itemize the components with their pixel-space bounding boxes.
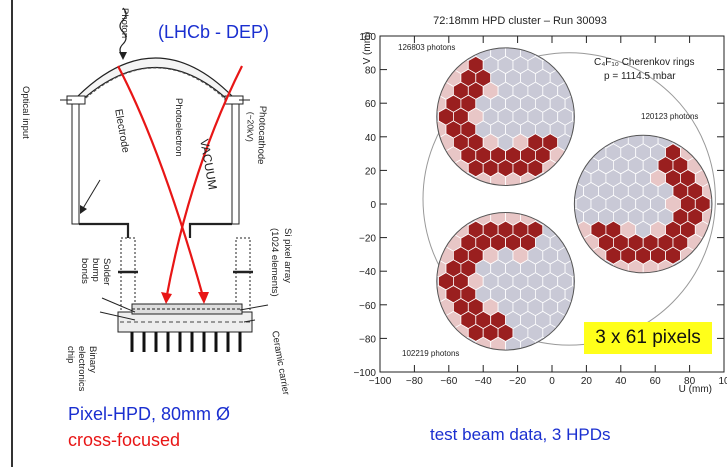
pixel-cell (497, 212, 514, 213)
x-tick-label: 80 (684, 376, 696, 387)
hpd-1-boundary (436, 47, 575, 186)
x-tick-label: 10 (718, 376, 727, 387)
x-tick-label: −80 (406, 376, 423, 387)
y-tick-label: 60 (365, 99, 377, 110)
trajectory-right (164, 65, 243, 301)
pixel-cell (642, 259, 659, 273)
pixel-count-badge: 3 x 61 pixels (584, 322, 712, 354)
photons-label-hpd-3: 102219 photons (402, 349, 459, 358)
chart-caption: test beam data, 3 HPDs (430, 425, 611, 444)
pixel-cell (657, 259, 674, 273)
hpd-caption: Pixel-HPD, 80mm Ø (68, 404, 231, 424)
x-axis-label: U (mm) (679, 384, 712, 395)
pixel-cell (542, 159, 559, 178)
pixel-cell (574, 233, 584, 252)
y-axis-label: V (mm) (362, 32, 373, 65)
hpd-3-boundary (436, 211, 575, 351)
pixel-cell (635, 272, 651, 273)
pixel-cell (520, 172, 536, 186)
pixel-cell (598, 259, 614, 273)
pixel-cell (542, 323, 559, 342)
pixel-cell (490, 172, 507, 186)
pixel-cell (590, 246, 607, 265)
hpd-2 (574, 135, 712, 273)
pixel-cell (475, 336, 492, 351)
x-tick-label: −100 (369, 376, 392, 387)
pixel-cell (497, 184, 514, 186)
hpd-2-boundary (573, 134, 713, 274)
photon-wave (119, 7, 127, 57)
hpd-header: (LHCb - DEP) (158, 22, 270, 42)
pixel-cell (627, 259, 644, 273)
x-tick-label: −20 (509, 376, 526, 387)
x-tick-label: −40 (475, 376, 492, 387)
right-wall (231, 103, 240, 225)
hpd-3 (436, 212, 575, 351)
pixel-cell (709, 194, 712, 214)
chart-title: 72:18mm HPD cluster – Run 30093 (433, 15, 607, 27)
y-tick-label: −80 (359, 334, 376, 345)
y-tick-label: 80 (365, 66, 377, 77)
x-tick-label: 40 (615, 376, 627, 387)
hpd-1 (436, 47, 575, 186)
pixel-cell (460, 336, 477, 351)
pixel-cell (564, 68, 575, 87)
pixel-cell (490, 336, 507, 351)
x-tick-label: −60 (440, 376, 457, 387)
pixel-cell (505, 336, 521, 351)
pixel-cell (574, 156, 584, 175)
left-wall (71, 103, 80, 225)
x-tick-label: 60 (650, 376, 662, 387)
pixel-cell (452, 159, 469, 178)
annotation-pressure: p = 1114.5 mbar (604, 71, 676, 82)
photon-arrowhead (119, 52, 127, 60)
pixel-cell (564, 146, 575, 165)
y-tick-label: 40 (365, 133, 377, 144)
photons-label-hpd-2: 120123 photons (641, 112, 698, 121)
pixel-cell (564, 233, 575, 252)
pixel-cell (572, 272, 575, 291)
pixel-cell (572, 107, 575, 126)
pixel-cell (680, 246, 696, 265)
outer-ring (422, 52, 716, 346)
left-border (11, 0, 13, 467)
pixel-cell (452, 323, 469, 342)
y-tick-label: 20 (365, 166, 377, 177)
y-tick-label: −60 (359, 301, 376, 312)
photons-label-hpd-1: 126803 photons (398, 43, 455, 52)
pixel-cell (535, 336, 551, 351)
y-tick-label: −100 (353, 368, 376, 379)
trajectory-left (117, 65, 206, 301)
y-tick-label: 0 (370, 200, 376, 211)
pixel-cell (505, 172, 521, 186)
pixel-cell (475, 172, 492, 186)
hpd-subcaption: cross-focused (68, 430, 181, 450)
pixel-cell (497, 47, 514, 49)
connector-pins (130, 332, 242, 352)
x-tick-label: 0 (549, 376, 555, 387)
pixel-cell (497, 349, 514, 351)
y-tick-label: 100 (359, 32, 376, 43)
electrode (79, 222, 130, 238)
pixel-cell (520, 336, 536, 351)
pixel-cell (613, 259, 629, 273)
x-tick-label: 20 (581, 376, 593, 387)
annotation-gas: C₄F₁₀ Cherenkov rings (594, 57, 695, 68)
y-tick-label: −40 (359, 267, 376, 278)
photocathode-layer (85, 67, 225, 99)
y-tick-label: −20 (359, 234, 376, 245)
pixel-cell (564, 310, 575, 330)
pixel-cell (672, 259, 689, 273)
